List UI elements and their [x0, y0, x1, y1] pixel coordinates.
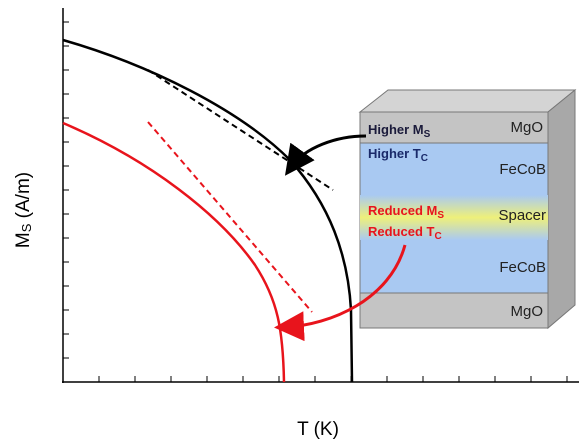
layer-labels: MgO FeCoB Spacer FeCoB MgO [498, 119, 546, 320]
layer-mgo [359, 111, 549, 144]
stack [358, 88, 577, 330]
arrow-higher [284, 134, 367, 176]
x-axis-label: T (K) [297, 419, 339, 440]
annotation: Higher TC [368, 146, 428, 163]
layer-label: FeCoB [499, 161, 546, 178]
tangent-higher [147, 69, 334, 191]
annotation: Higher MS [368, 122, 431, 139]
y-axis-label: MS (A/m) [13, 172, 34, 248]
annotation: Reduced TC [368, 224, 442, 241]
curve-reduced [62, 121, 286, 383]
layer-mgo [359, 292, 549, 329]
stack-side [547, 88, 576, 330]
layer-spacer [360, 195, 548, 240]
tangent-reduced [147, 121, 313, 313]
curve-higher [62, 38, 354, 383]
layer-label: MgO [510, 119, 543, 136]
arrow-reduced [274, 244, 407, 342]
layer-label: FeCoB [499, 259, 546, 276]
layer-label: MgO [510, 303, 543, 320]
annotations: Higher MS Higher TC Reduced MS Reduced T… [368, 122, 444, 241]
annotation: Reduced MS [368, 203, 444, 220]
stack-top [358, 89, 577, 113]
layer-label: Spacer [498, 207, 546, 224]
